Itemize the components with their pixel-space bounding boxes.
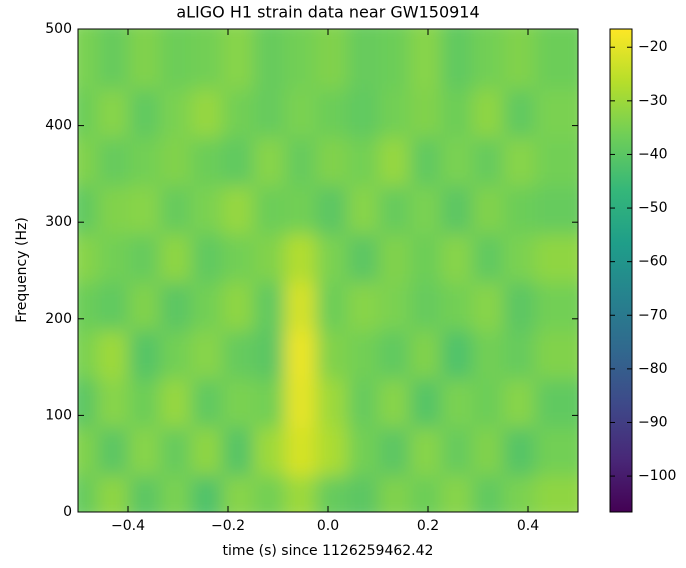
colorbar-tick-label: −90 [638, 414, 668, 430]
colorbar-tick-label: −30 [638, 93, 668, 109]
x-tick-label: 0.0 [317, 518, 339, 534]
colorbar-tick-label: −70 [638, 307, 668, 323]
y-tick-label: 400 [45, 118, 72, 134]
x-tick-label: −0.2 [211, 518, 245, 534]
x-tick-label: 0.4 [517, 518, 539, 534]
colorbar-tick-label: −50 [638, 200, 668, 216]
cell [534, 29, 578, 90]
x-tick-label: −0.4 [111, 518, 145, 534]
colorbar-tick-label: −20 [638, 39, 668, 55]
chart-title: aLIGO H1 strain data near GW150914 [176, 3, 479, 22]
y-tick-label: 200 [45, 311, 72, 327]
colorbar-tick-label: −80 [638, 361, 668, 377]
colorbar-tick-label: −100 [638, 468, 676, 484]
y-tick-label: 100 [45, 407, 72, 423]
y-tick-label: 500 [45, 21, 72, 37]
y-tick-label: 0 [63, 504, 72, 520]
colorbar-tick-label: −60 [638, 254, 668, 270]
heatmap [78, 29, 578, 512]
colorbar-tick-label: −40 [638, 146, 668, 162]
y-tick-label: 300 [45, 214, 72, 230]
y-axis-label: Frequency (Hz) [14, 217, 30, 323]
colorbar [609, 28, 633, 513]
x-axis-label: time (s) since 1126259462.42 [223, 543, 434, 559]
x-tick-label: 0.2 [417, 518, 439, 534]
